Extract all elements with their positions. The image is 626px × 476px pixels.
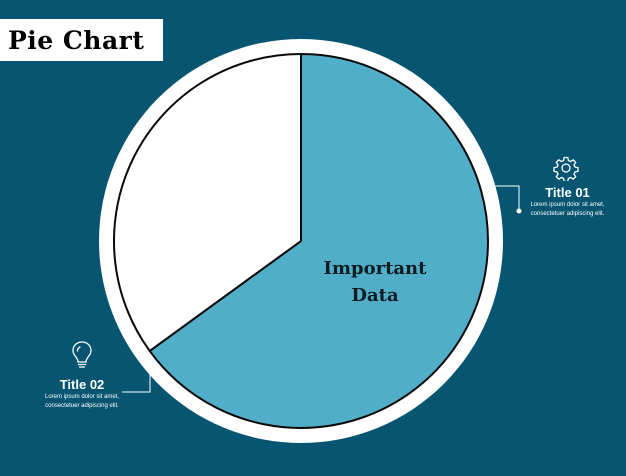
center-label-line-2: Data: [351, 285, 399, 306]
lightbulb-icon: [72, 341, 92, 368]
pie-slices: [113, 53, 489, 429]
callout-title-02-heading: Title 02: [59, 377, 105, 392]
callout-line-title-01: [489, 185, 520, 211]
callout-title-02: Title 02 Lorem ipsum dolor sit amet, con…: [44, 377, 120, 410]
gear-icon: [553, 156, 579, 181]
center-label-line-1: Important: [323, 258, 427, 279]
pie-slice-title-02: [113, 53, 302, 352]
callout-title-01-text-line-2: consectetuer adipiscing elit.: [530, 211, 605, 217]
callout-title-02-text-line-2: consectetuer adipiscing elit.: [45, 403, 119, 409]
chart-title: Pie Chart: [8, 25, 145, 55]
callout-title-01-text-line-1: Lorem ipsum dolor sit amet,: [530, 202, 605, 208]
callout-dot-title-01: [516, 208, 522, 214]
callout-line-title-02: [122, 368, 157, 393]
callout-title-02-text-line-1: Lorem ipsum dolor sit amet,: [44, 394, 120, 400]
callout-title-01-heading: Title 01: [545, 185, 590, 200]
chart-title-box: Pie Chart: [0, 19, 163, 61]
callout-title-01: Title 01 Lorem ipsum dolor sit amet, con…: [530, 185, 605, 218]
pie-slice-title-01: [148, 53, 489, 429]
center-label: Important Data: [300, 255, 450, 309]
